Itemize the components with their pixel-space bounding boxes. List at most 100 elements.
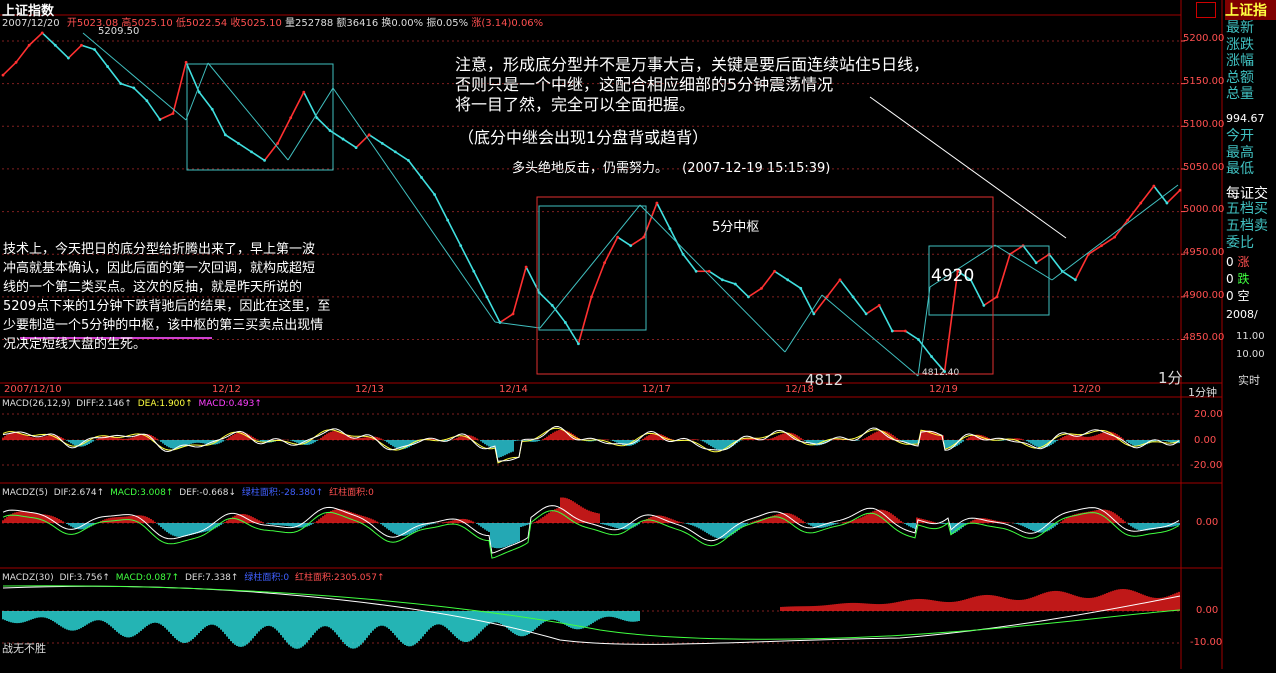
price-point: [1100, 244, 1103, 248]
price-point: [760, 286, 763, 290]
macd-header: MACD(26,12,9) DIFF:2.146↑ DEA:1.900↑ MAC…: [2, 399, 262, 409]
price-point: [485, 295, 489, 299]
price-segment: [512, 266, 527, 315]
sidebar-block-3: 五档买 五档卖 委比: [1226, 201, 1268, 252]
macdz5-dif-line: [2, 505, 1180, 554]
analysis-line: 况决定短线大盘的生死。: [3, 337, 147, 352]
window-control-icon[interactable]: [1196, 2, 1216, 18]
price-point: [93, 48, 96, 51]
macdz30-dif-line: [2, 585, 1181, 645]
price-point: [1113, 235, 1117, 239]
sidebar-realtime[interactable]: 实时: [1238, 374, 1260, 387]
updown-label: 涨: [1237, 255, 1250, 269]
chart-title: 上证指数: [2, 4, 55, 19]
price-segment: [1153, 185, 1168, 204]
trend-line: [1051, 184, 1179, 281]
price-point: [1, 73, 5, 77]
price-segment: [722, 279, 736, 285]
price-point: [184, 60, 188, 64]
time-axis-label: 12/12: [212, 384, 241, 395]
zhongshu-box: [928, 245, 1050, 316]
price-point: [106, 65, 110, 68]
price-tick: 4850.00: [1183, 332, 1225, 343]
macdz5-macd-label: MACD:: [110, 488, 141, 498]
price-segment: [381, 142, 396, 153]
macdz5-macd-value: 3.008: [140, 488, 166, 498]
sidebar-time: 10.00: [1236, 349, 1265, 360]
annotation-line: [869, 96, 1067, 239]
macd-dea-line: [2, 427, 1180, 464]
price-point: [995, 295, 999, 299]
price-segment: [865, 304, 880, 315]
price-segment: [224, 134, 239, 145]
note-line: 注意，形成底分型并不是万事大吉，关键是要后面连续站住5日线，: [455, 55, 930, 74]
price-segment: [747, 287, 762, 298]
price-segment: [813, 296, 828, 315]
price-point: [550, 303, 554, 307]
note-line: 将一目了然，完全可以全面把握。: [455, 95, 696, 114]
price-segment: [159, 112, 174, 121]
sidebar-header-2: 每证交: [1226, 186, 1268, 202]
price-point: [210, 107, 214, 111]
price-point: [707, 269, 711, 273]
price-point: [524, 265, 528, 269]
price-segment: [682, 253, 697, 272]
price-segment: [446, 219, 462, 247]
macdz30-def-label: DEF:: [185, 573, 206, 583]
price-point: [603, 261, 606, 265]
price-segment: [774, 270, 789, 281]
note-line: 否则只是一个中继，这配合相应细部的5分钟震荡情况: [455, 75, 834, 94]
price-segment: [904, 330, 919, 341]
open-label: 开: [66, 18, 77, 29]
macd-value: 0.493: [228, 399, 255, 409]
price-point: [66, 56, 70, 60]
trend-line: [82, 32, 187, 121]
macdz5-tick: 0.00: [1196, 517, 1219, 528]
macdz5-red-label: 红柱面积:: [329, 488, 369, 498]
price-point: [694, 269, 698, 273]
price-segment: [930, 356, 946, 373]
diff-label: DIFF:: [76, 399, 99, 409]
price-segment: [1140, 185, 1155, 204]
price-segment: [708, 270, 723, 281]
price-point: [14, 60, 18, 64]
amt-value: 36416: [346, 18, 379, 29]
trend-line: [332, 87, 496, 323]
price-segment: [970, 279, 985, 306]
price-segment: [1101, 236, 1116, 247]
price-segment: [460, 245, 475, 272]
price-point: [263, 159, 266, 162]
price-segment: [734, 283, 749, 298]
sidebar-item: 最高: [1226, 144, 1254, 161]
price-segment: [303, 91, 318, 119]
price-point: [237, 141, 240, 145]
trend-line: [539, 204, 641, 329]
macd-tick: -20.00: [1190, 460, 1223, 471]
price-point: [119, 82, 123, 86]
period-label[interactable]: 1分钟: [1188, 386, 1217, 399]
time-axis-label: 12/13: [355, 384, 384, 395]
price-segment: [67, 44, 83, 59]
price-point: [877, 303, 881, 307]
price-point: [786, 278, 790, 282]
analysis-line: 技术上，今天把日的底分型给折腾出来了，早上第一波: [3, 242, 316, 257]
price-segment: [486, 296, 501, 323]
analysis-line: 少要制造一个5分钟的中枢，该中枢的第三买卖点出现情: [3, 318, 324, 333]
price-segment: [1113, 219, 1129, 238]
turnover-value: 0.00%: [391, 18, 424, 29]
price-point: [472, 269, 476, 273]
sidebar-item: 涨幅: [1226, 53, 1254, 69]
macdz30-green-label: 绿柱面积:: [244, 573, 284, 583]
price-segment: [106, 66, 122, 85]
price-segment: [996, 253, 1011, 298]
price-segment: [852, 296, 867, 315]
price-point: [1165, 201, 1169, 205]
price-point: [459, 244, 463, 248]
macdz30-green-value: 0: [283, 573, 290, 583]
macdz5-header: MACDZ(5) DIF:2.674↑ MACD:3.008↑ DEF:-0.6…: [2, 488, 374, 498]
price-segment: [551, 304, 566, 323]
price-segment: [289, 91, 305, 119]
price-point: [733, 282, 737, 286]
price-segment: [617, 236, 632, 247]
price-point: [393, 150, 397, 154]
